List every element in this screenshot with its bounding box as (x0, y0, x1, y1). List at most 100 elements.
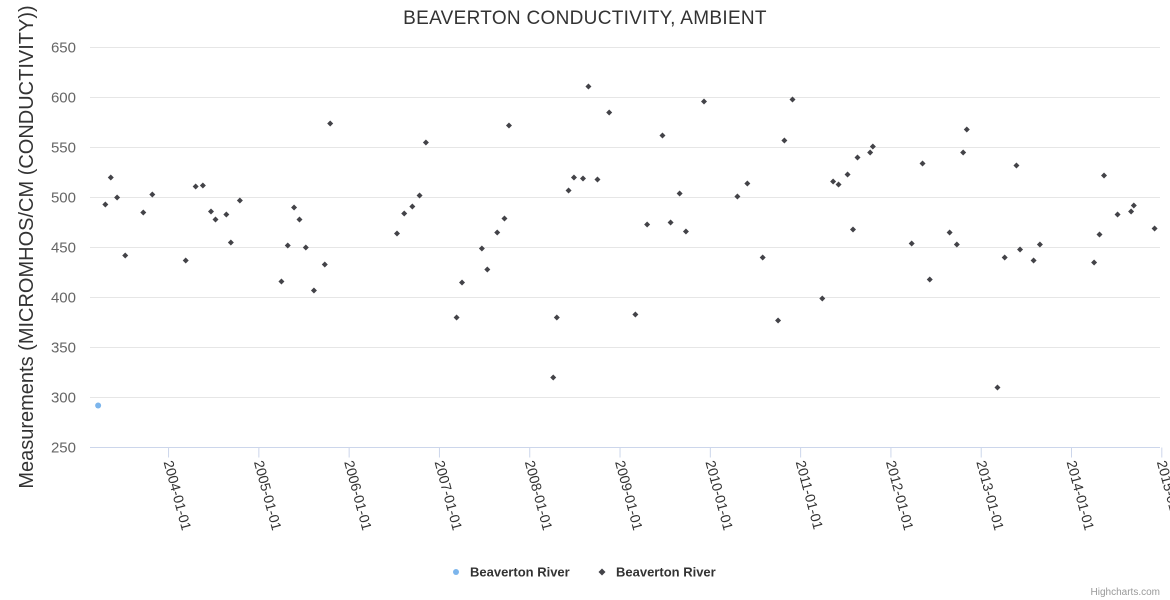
data-point-diamond[interactable] (667, 219, 674, 226)
data-point-diamond[interactable] (478, 245, 485, 252)
data-point-diamond[interactable] (580, 175, 587, 182)
data-point-diamond[interactable] (494, 229, 501, 236)
data-point-diamond[interactable] (960, 149, 967, 156)
data-point-diamond[interactable] (227, 239, 234, 246)
y-axis-labels: 250 300 350 400 450 500 550 600 650 (51, 40, 76, 457)
data-point-diamond[interactable] (199, 182, 206, 189)
data-point-diamond[interactable] (296, 216, 303, 223)
legend-label-series-1: Beaverton River (470, 565, 570, 580)
data-point-diamond[interactable] (789, 96, 796, 103)
data-point-diamond[interactable] (919, 160, 926, 167)
data-point-diamond[interactable] (1036, 241, 1043, 248)
data-point-diamond[interactable] (149, 191, 156, 198)
data-point-diamond[interactable] (321, 261, 328, 268)
data-point-diamond[interactable] (207, 208, 214, 215)
data-point-diamond[interactable] (644, 221, 651, 228)
data-point-diamond[interactable] (819, 295, 826, 302)
chart-title: BEAVERTON CONDUCTIVITY, AMBIENT (403, 8, 767, 29)
data-point-diamond[interactable] (953, 241, 960, 248)
data-point-diamond[interactable] (284, 242, 291, 249)
data-point-diamond[interactable] (775, 317, 782, 324)
data-point-diamond[interactable] (394, 230, 401, 237)
data-point-diamond[interactable] (223, 211, 230, 218)
data-point-diamond[interactable] (844, 171, 851, 178)
data-point-diamond[interactable] (744, 180, 751, 187)
data-point-diamond[interactable] (459, 279, 466, 286)
data-point-diamond[interactable] (585, 83, 592, 90)
data-point-diamond[interactable] (212, 216, 219, 223)
legend-diamond-marker-icon (598, 568, 606, 576)
legend-item-series-2[interactable]: Beaverton River (598, 565, 716, 580)
data-point-diamond[interactable] (409, 203, 416, 210)
y-tick-label: 250 (51, 440, 76, 457)
data-point-diamond[interactable] (1030, 257, 1037, 264)
data-point-diamond[interactable] (908, 240, 915, 247)
data-point-diamond[interactable] (1013, 162, 1020, 169)
data-point-diamond[interactable] (291, 204, 298, 211)
data-point-diamond[interactable] (114, 194, 121, 201)
data-point-diamond[interactable] (963, 126, 970, 133)
data-point-circle[interactable] (95, 402, 102, 409)
data-point-diamond[interactable] (416, 192, 423, 199)
data-point-diamond[interactable] (781, 137, 788, 144)
legend-label-series-2: Beaverton River (616, 565, 716, 580)
data-point-diamond[interactable] (734, 193, 741, 200)
data-point-diamond[interactable] (867, 149, 874, 156)
data-point-diamond[interactable] (1101, 172, 1108, 179)
data-point-diamond[interactable] (122, 252, 129, 259)
y-tick-label: 500 (51, 190, 76, 207)
legend: Beaverton River Beaverton River (453, 565, 716, 580)
data-point-diamond[interactable] (632, 311, 639, 318)
data-point-diamond[interactable] (1001, 254, 1008, 261)
data-point-diamond[interactable] (869, 143, 876, 150)
data-point-diamond[interactable] (946, 229, 953, 236)
data-point-diamond[interactable] (182, 257, 189, 264)
data-point-diamond[interactable] (401, 210, 408, 217)
y-tick-label: 550 (51, 140, 76, 157)
gridlines (90, 47, 1160, 398)
data-point-diamond[interactable] (484, 266, 491, 273)
data-point-diamond[interactable] (835, 181, 842, 188)
data-point-diamond[interactable] (926, 276, 933, 283)
data-point-diamond[interactable] (422, 139, 429, 146)
data-point-diamond[interactable] (994, 384, 1001, 391)
data-point-diamond[interactable] (659, 132, 666, 139)
data-point-diamond[interactable] (1130, 202, 1137, 209)
data-point-diamond[interactable] (505, 122, 512, 129)
legend-circle-marker-icon (453, 569, 459, 575)
data-point-diamond[interactable] (550, 374, 557, 381)
data-point-diamond[interactable] (278, 278, 285, 285)
data-point-diamond[interactable] (140, 209, 147, 216)
data-point-diamond[interactable] (302, 244, 309, 251)
data-point-diamond[interactable] (594, 176, 601, 183)
credits-link[interactable]: Highcharts.com (1091, 587, 1160, 598)
data-point-diamond[interactable] (570, 174, 577, 181)
data-point-diamond[interactable] (236, 197, 243, 204)
data-point-diamond[interactable] (1128, 208, 1135, 215)
legend-item-series-1[interactable]: Beaverton River (453, 565, 570, 580)
data-point-diamond[interactable] (854, 154, 861, 161)
data-point-diamond[interactable] (1151, 225, 1158, 232)
data-point-diamond[interactable] (327, 120, 334, 127)
data-point-diamond[interactable] (1017, 246, 1024, 253)
data-point-diamond[interactable] (310, 287, 317, 294)
data-point-diamond[interactable] (759, 254, 766, 261)
data-point-diamond[interactable] (830, 178, 837, 185)
y-tick-label: 350 (51, 340, 76, 357)
data-point-diamond[interactable] (606, 109, 613, 116)
data-point-diamond[interactable] (107, 174, 114, 181)
data-point-diamond[interactable] (676, 190, 683, 197)
data-point-diamond[interactable] (501, 215, 508, 222)
data-point-diamond[interactable] (849, 226, 856, 233)
data-point-diamond[interactable] (553, 314, 560, 321)
data-point-diamond[interactable] (192, 183, 199, 190)
data-point-diamond[interactable] (565, 187, 572, 194)
data-point-diamond[interactable] (453, 314, 460, 321)
data-point-diamond[interactable] (1091, 259, 1098, 266)
y-tick-label: 300 (51, 390, 76, 407)
data-point-diamond[interactable] (701, 98, 708, 105)
data-point-diamond[interactable] (1114, 211, 1121, 218)
data-point-diamond[interactable] (1096, 231, 1103, 238)
data-point-diamond[interactable] (102, 201, 109, 208)
data-point-diamond[interactable] (682, 228, 689, 235)
